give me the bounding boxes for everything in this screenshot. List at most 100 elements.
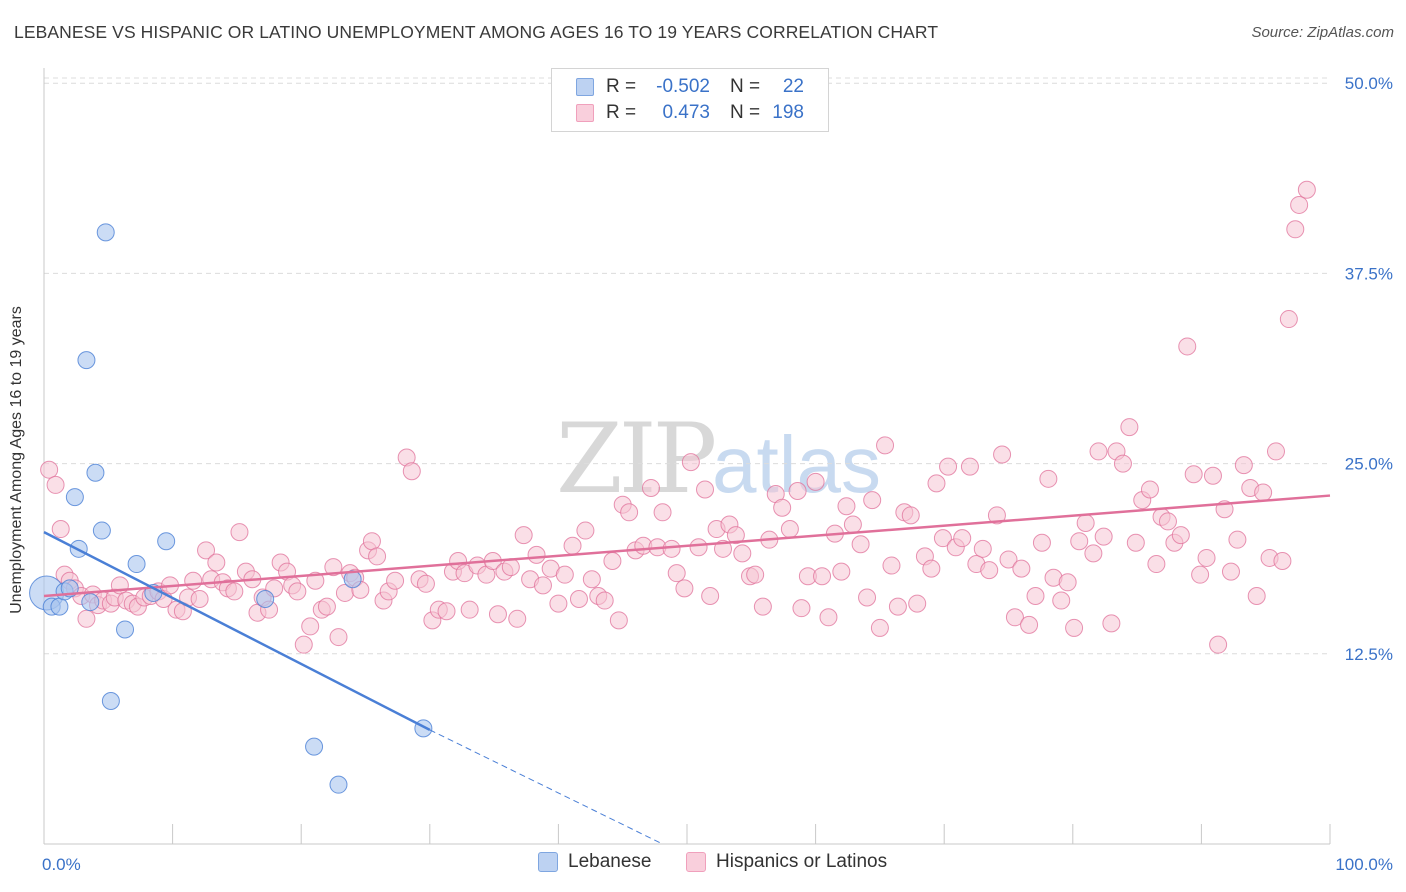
hispanics-point xyxy=(1058,573,1077,592)
hispanics-point xyxy=(306,571,325,590)
hispanics-point xyxy=(1012,559,1031,578)
hispanics-point xyxy=(960,457,979,476)
hispanics-point xyxy=(843,515,862,534)
hispanics-point xyxy=(696,480,715,499)
hispanics-point xyxy=(1286,220,1305,239)
hispanics-point xyxy=(837,497,856,516)
hispanics-point xyxy=(1247,586,1266,605)
lebanese-point xyxy=(101,691,120,710)
hispanics-point xyxy=(207,553,226,572)
hispanics-point xyxy=(922,559,941,578)
x-tick-label: 0.0% xyxy=(42,855,81,874)
axes xyxy=(43,68,1331,845)
x-tick-labels: 0.0% 100.0% xyxy=(42,855,1393,874)
hispanics-point xyxy=(1102,614,1121,633)
lebanese-point xyxy=(127,555,146,574)
hispanics-point xyxy=(987,506,1006,525)
hispanics-point xyxy=(641,478,660,497)
lebanese-point xyxy=(256,590,275,609)
hispanics-point xyxy=(1234,456,1253,475)
hispanics-point xyxy=(870,618,889,637)
hispanics-point xyxy=(780,520,799,539)
hispanics-point xyxy=(324,558,343,577)
lebanese-point xyxy=(96,223,115,242)
hispanics-point xyxy=(832,562,851,581)
watermark: ZIP atlas xyxy=(556,403,881,515)
hispanics-point xyxy=(46,475,65,494)
lebanese-point xyxy=(305,737,324,756)
hispanics-point xyxy=(1290,195,1309,214)
hispanics-point xyxy=(582,570,601,589)
y-tick-label: 12.5% xyxy=(1345,645,1393,664)
legend-row-hispanics: R = 0.473 N = 198 xyxy=(576,101,804,125)
lebanese-point xyxy=(157,532,176,551)
hispanics-point xyxy=(402,462,421,481)
series-lebanese-points xyxy=(29,223,433,794)
hispanics-point xyxy=(386,571,405,590)
hispanics-point xyxy=(819,608,838,627)
hispanics-point xyxy=(927,474,946,493)
hispanics-point xyxy=(197,541,216,560)
legend-r-value: 0.473 xyxy=(662,102,710,123)
legend-n-value: 198 xyxy=(772,102,804,123)
chart-title: LEBANESE VS HISPANIC OR LATINO UNEMPLOYM… xyxy=(14,22,939,42)
hispanics-point xyxy=(362,532,381,551)
hispanics-point xyxy=(901,506,920,525)
source-credit: Source: ZipAtlas.com xyxy=(1251,24,1394,41)
hispanics-point xyxy=(1039,469,1058,488)
hispanics-point xyxy=(1221,562,1240,581)
hispanics-point xyxy=(1076,513,1095,532)
hispanics-point xyxy=(225,582,244,601)
hispanics-point xyxy=(1126,533,1145,552)
hispanics-point xyxy=(876,436,895,455)
legend-n-label: N = xyxy=(730,102,761,123)
legend-label-lebanese: Lebanese xyxy=(568,851,652,872)
hispanics-point xyxy=(733,544,752,563)
hispanics-point xyxy=(973,539,992,558)
hispanics-point xyxy=(939,457,958,476)
legend-row-lebanese: R = -0.502 N = 22 xyxy=(576,75,804,99)
hispanics-point xyxy=(1209,635,1228,654)
hispanics-point xyxy=(662,539,681,558)
hispanics-point xyxy=(1184,465,1203,484)
legend-n-label: N = xyxy=(730,76,761,97)
hispanics-point xyxy=(1113,454,1132,473)
hispanics-point xyxy=(953,529,972,548)
hispanics-point xyxy=(488,605,507,624)
hispanics-point xyxy=(1147,555,1166,574)
lebanese-point xyxy=(50,597,69,616)
hispanics-point xyxy=(851,535,870,554)
hispanics-point xyxy=(609,611,628,630)
legend-swatch-hispanics xyxy=(686,852,706,872)
legend-item-lebanese[interactable]: Lebanese xyxy=(538,851,651,873)
hispanics-point xyxy=(888,597,907,616)
hispanics-point xyxy=(508,609,527,628)
hispanics-point xyxy=(549,594,568,613)
hispanics-point xyxy=(1052,591,1071,610)
hispanics-point xyxy=(1266,442,1285,461)
legend-swatch-hispanics xyxy=(576,104,594,122)
hispanics-point xyxy=(858,588,877,607)
correlation-legend: R = -0.502 N = 22 R = 0.473 N = 198 xyxy=(551,68,829,132)
legend-item-hispanics[interactable]: Hispanics or Latinos xyxy=(686,851,887,873)
hispanics-point xyxy=(230,523,249,542)
hispanics-point xyxy=(1197,548,1216,567)
hispanics-point xyxy=(569,590,588,609)
hispanics-point xyxy=(1020,615,1039,634)
lebanese-point xyxy=(65,488,84,507)
hispanics-point xyxy=(603,551,622,570)
hispanics-point xyxy=(675,579,694,598)
x-tick-label: 100.0% xyxy=(1335,855,1393,874)
hispanics-point xyxy=(527,545,546,564)
hispanics-point xyxy=(681,453,700,472)
hispanics-point xyxy=(51,520,70,539)
hispanics-point xyxy=(863,491,882,510)
lebanese-trend-line xyxy=(43,530,431,731)
hispanics-point xyxy=(689,538,708,557)
hispanics-point xyxy=(1026,586,1045,605)
hispanics-point xyxy=(1158,512,1177,531)
hispanics-point xyxy=(329,628,348,647)
gridlines xyxy=(44,77,1330,655)
hispanics-point xyxy=(1070,532,1089,551)
